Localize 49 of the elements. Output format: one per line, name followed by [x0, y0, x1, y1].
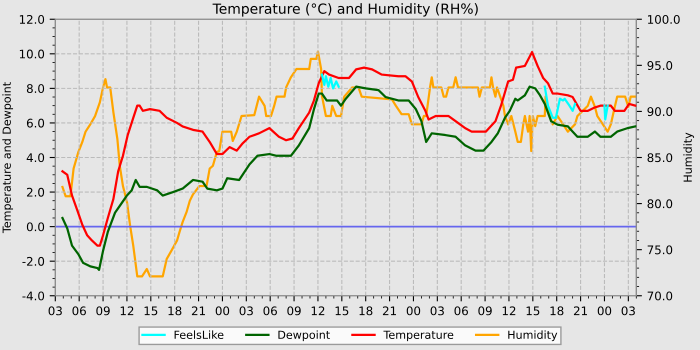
- x-tick-label: 18: [168, 306, 182, 316]
- y-tick-label: 12.0: [20, 14, 44, 24]
- x-tick-label: 06: [72, 306, 86, 316]
- x-tick-label: 06: [263, 306, 277, 316]
- y-tick-label: 0.0: [26, 222, 44, 232]
- y-tick-label: 2.0: [26, 188, 44, 197]
- x-tick-label: 21: [574, 306, 588, 316]
- x-tick-label: 00: [216, 306, 230, 316]
- x-tick-label: 03: [48, 306, 62, 316]
- x-tick-label: 12: [120, 306, 134, 316]
- legend-label: Humidity: [508, 330, 558, 342]
- y2-axis-title: Humidity: [683, 132, 694, 182]
- legend-label: Temperature: [383, 330, 454, 342]
- y-tick-label: 6.0: [26, 118, 44, 128]
- x-tick-label: 15: [144, 306, 158, 316]
- x-tick-label: 15: [336, 306, 348, 316]
- x-tick-label: 18: [550, 306, 564, 316]
- y2-tick-label: 80.0: [648, 199, 672, 208]
- x-tick-label: 00: [406, 306, 420, 316]
- x-tick-label: 12: [502, 306, 516, 316]
- y-tick-label: -2.0: [22, 256, 44, 266]
- x-tick-label: 09: [478, 306, 492, 316]
- y2-tick-label: 75.0: [648, 245, 672, 254]
- y2-tick-label: 95.0: [647, 61, 672, 70]
- y-tick-label: 10.0: [20, 50, 44, 58]
- y-tick-label: 8.0: [26, 84, 44, 94]
- x-tick-label: 03: [622, 306, 635, 316]
- x-tick-label: 03: [240, 306, 253, 316]
- x-tick-label: 09: [96, 306, 110, 316]
- x-tick-label: 06: [454, 306, 468, 316]
- chart-title: Temperature (°C) and Humidity (RH%): [212, 3, 478, 17]
- x-tick-label: 00: [598, 306, 612, 316]
- line-series: [61, 86, 636, 271]
- x-tick-label: 21: [382, 306, 396, 316]
- y2-tick-label: 70.0: [648, 291, 672, 300]
- y-tick-label: -4.0: [22, 291, 44, 300]
- x-tick-label: 15: [526, 306, 540, 316]
- x-tick-label: 21: [192, 306, 205, 316]
- legend-label: FeelsLike: [174, 330, 224, 339]
- legend-label: Dewpoint: [278, 330, 330, 342]
- y2-tick-label: 85.0: [648, 153, 672, 162]
- x-tick-label: 03: [430, 306, 444, 316]
- x-tick-label: 12: [312, 306, 324, 316]
- y-tick-label: 4.0: [26, 153, 44, 162]
- y2-tick-label: 100.0: [648, 14, 680, 24]
- x-tick-label: 09: [287, 306, 301, 316]
- y-axis-title: Temperature and Dewpoint: [2, 82, 14, 234]
- x-tick-label: 18: [359, 306, 372, 316]
- y2-tick-label: 90.0: [647, 107, 672, 116]
